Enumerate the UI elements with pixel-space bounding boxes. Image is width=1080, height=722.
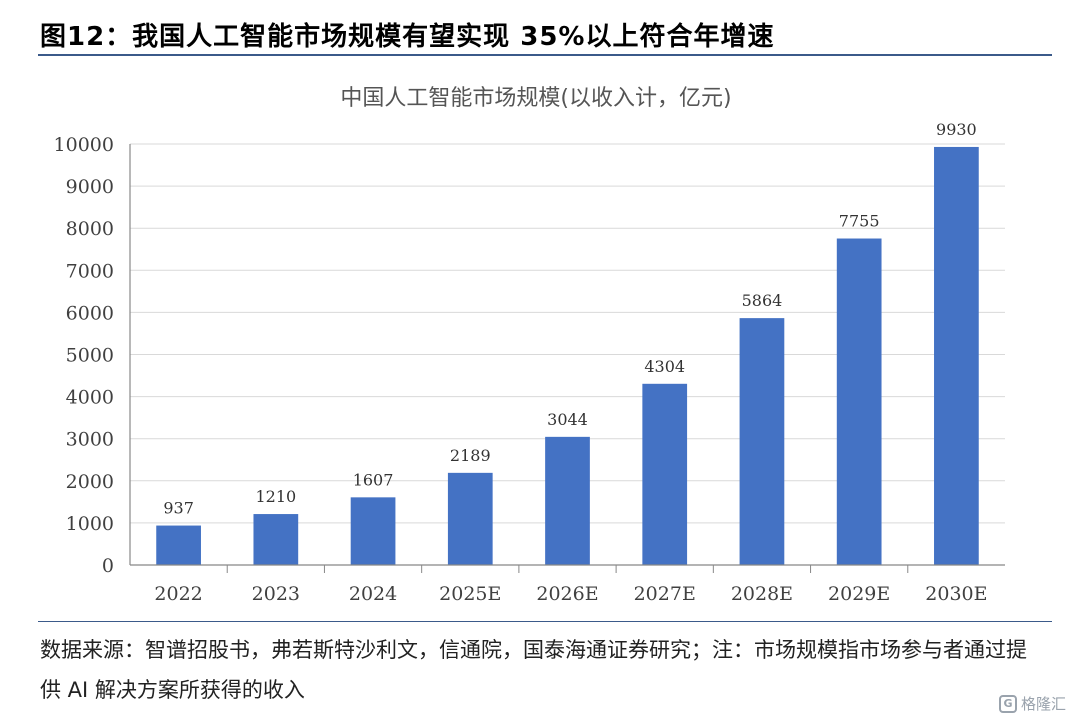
y-tick-label: 10000	[54, 134, 114, 156]
x-tick-label: 2022	[154, 583, 202, 605]
x-tick-label: 2025E	[439, 583, 501, 605]
source-note: 数据来源：智谱招股书，弗若斯特沙利文，信通院，国泰海通证券研究；注：市场规模指市…	[40, 638, 1027, 702]
y-tick-label: 8000	[66, 218, 114, 240]
bar-2027E	[642, 383, 688, 565]
y-axis-ticks: 0 1000 2000 3000 4000 5000 6000 7000 8000 9000 100…	[54, 134, 114, 577]
source-divider	[38, 621, 1052, 622]
y-tick-label: 0	[102, 555, 114, 577]
data-label: 1607	[353, 470, 394, 489]
bars	[156, 146, 979, 565]
y-tick-label: 6000	[66, 302, 114, 324]
x-tick-label: 2030E	[925, 583, 987, 605]
data-label: 4304	[644, 357, 685, 376]
data-label: 2189	[450, 446, 491, 465]
y-tick-label: 4000	[66, 387, 114, 409]
data-label: 937	[163, 499, 194, 518]
data-label: 7755	[839, 212, 880, 231]
y-tick-label: 2000	[66, 471, 114, 493]
y-tick-label: 5000	[66, 345, 114, 367]
data-labels: 937 1210 1607 2189 3044 4304 5864 7755 9930	[163, 120, 976, 518]
bar-2029E	[836, 238, 882, 565]
bar-chart: 中国人工智能市场规模(以收入计，亿元) 0 1000 2000 3000 4000 500…	[54, 86, 1005, 605]
watermark-logo-icon: G	[998, 694, 1017, 713]
x-tick-label: 2023	[252, 583, 300, 605]
title-divider	[38, 54, 1052, 56]
x-axis-ticks: 2022 2023 2024 2025E 2026E 2027E 2028E 2029E 203…	[154, 565, 988, 605]
watermark-text: 格隆汇	[1020, 695, 1066, 713]
gridlines	[130, 143, 1005, 524]
data-label: 9930	[936, 120, 977, 139]
bar-2026E	[545, 436, 590, 565]
data-label: 3044	[547, 410, 588, 429]
y-tick-label: 7000	[66, 260, 114, 282]
watermark: G 格隆汇	[998, 693, 1066, 714]
bar-2025E	[447, 472, 493, 565]
x-tick-label: 2024	[349, 583, 397, 605]
figure-title: 图12：我国人工智能市场规模有望实现 35%以上符合年增速	[40, 22, 775, 52]
bar-2028E	[739, 318, 785, 565]
data-label: 5864	[742, 291, 783, 310]
y-tick-label: 1000	[66, 513, 114, 535]
bar-2022	[156, 525, 201, 565]
data-label: 1210	[255, 487, 296, 506]
x-tick-label: 2028E	[731, 583, 793, 605]
bar-2024	[350, 497, 396, 565]
bar-2023	[253, 514, 299, 565]
bar-2030E	[934, 146, 979, 565]
x-tick-label: 2026E	[536, 583, 598, 605]
x-tick-label: 2029E	[828, 583, 890, 605]
y-tick-label: 9000	[66, 176, 114, 198]
y-tick-label: 3000	[66, 429, 114, 451]
x-tick-label: 2027E	[634, 583, 696, 605]
chart-title: 中国人工智能市场规模(以收入计，亿元)	[340, 86, 731, 111]
